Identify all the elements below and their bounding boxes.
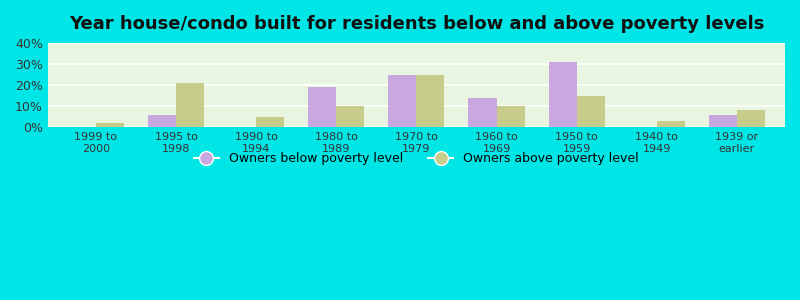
Bar: [657, 121, 685, 127]
Bar: [737, 110, 765, 127]
Legend: Owners below poverty level, Owners above poverty level: Owners below poverty level, Owners above…: [189, 147, 644, 170]
Bar: [709, 115, 737, 127]
Bar: [176, 83, 204, 127]
Bar: [148, 115, 176, 127]
Bar: [577, 96, 605, 127]
Bar: [96, 123, 124, 127]
Bar: [388, 74, 416, 127]
Bar: [497, 106, 525, 127]
Bar: [469, 98, 497, 127]
Bar: [416, 74, 445, 127]
Bar: [308, 87, 336, 127]
Bar: [549, 62, 577, 127]
Bar: [256, 117, 284, 127]
Bar: [336, 106, 364, 127]
Title: Year house/condo built for residents below and above poverty levels: Year house/condo built for residents bel…: [69, 15, 764, 33]
